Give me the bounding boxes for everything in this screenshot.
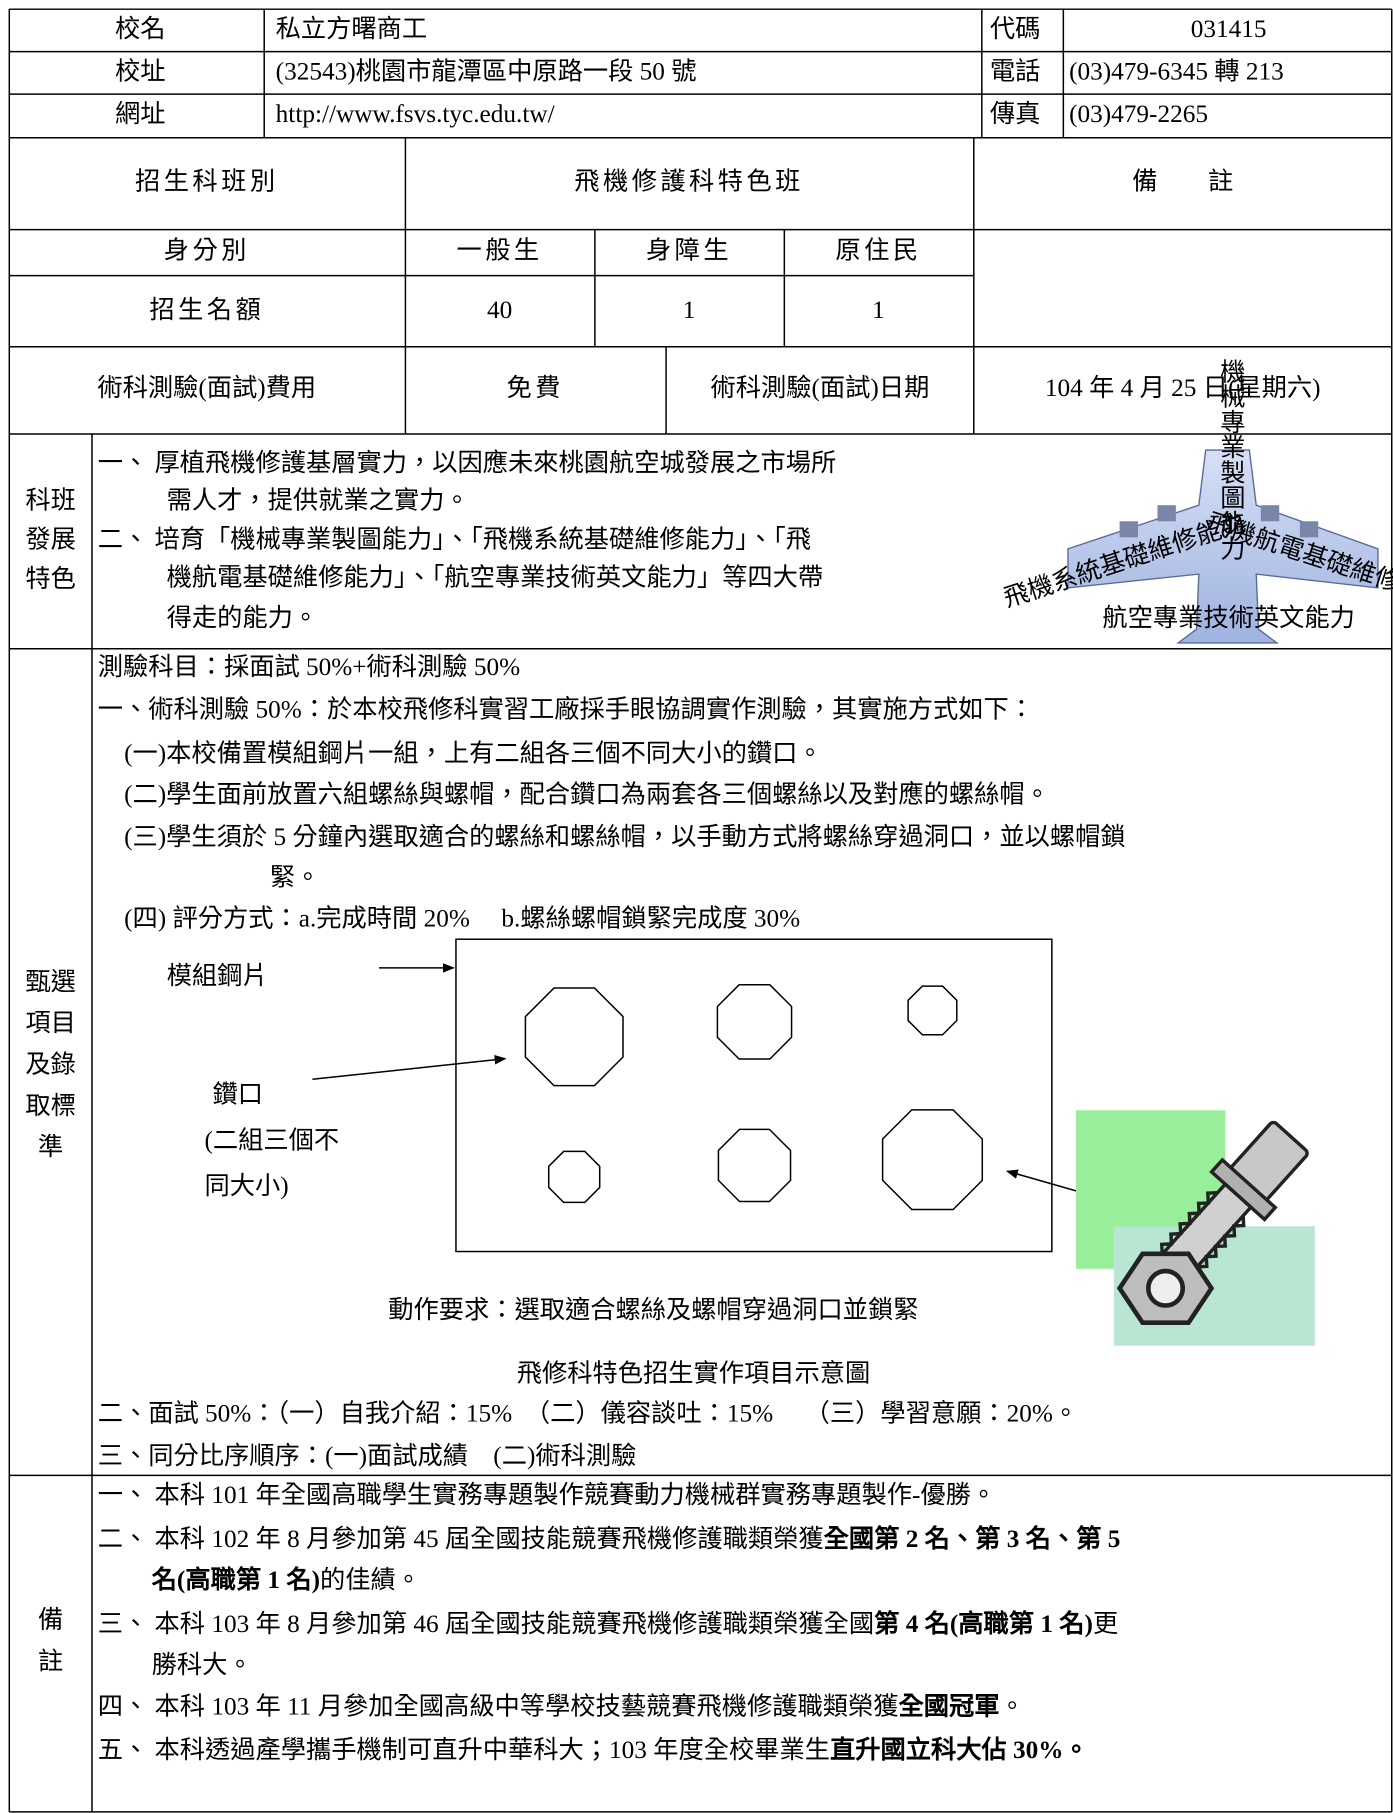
field-label: 網址 (115, 100, 165, 128)
section-label: 發展 (25, 526, 75, 554)
section-label: 準 (38, 1133, 63, 1161)
text: 五、 本科透過產學攜手機制可直升中華科大；103 年度全校畢業生 (98, 1736, 830, 1764)
diagram-title: 飛修科特色招生實作項目示意圖 (517, 1359, 871, 1387)
bold-text: 第 4 名(高職第 1 名) (874, 1609, 1093, 1638)
paragraph-line: 三、同分比序順序：(一)面試成績 (二)術科測驗 (98, 1442, 637, 1470)
cell-label: 招生名額 (149, 296, 264, 324)
diagram-label: 模組鋼片 (167, 962, 268, 990)
field-value: 031415 (1191, 15, 1267, 43)
section-label: 特色 (25, 565, 75, 593)
paragraph-line: 二、面試 50%：（一）自我介紹：15% （二）儀容談吐：15% （三）學習意願… (98, 1400, 1079, 1428)
diagram-label: 鑽口 (213, 1080, 263, 1108)
paragraph-line: 一、術科測驗 50%：於本校飛修科實習工廠採手眼協調實作測驗，其實施方式如下： (98, 696, 1034, 724)
hole (881, 1109, 984, 1211)
bold-text: 直升國立科大佔 30%。 (830, 1735, 1089, 1764)
bolt-illustration (1075, 1110, 1315, 1346)
field-value: http://www.fsvs.tyc.edu.tw/ (276, 100, 556, 128)
text: 三、 本科 103 年 8 月參加第 46 屆全國技能競賽飛機修護職類榮獲全國 (98, 1610, 874, 1638)
hole (717, 1128, 792, 1203)
field-label: 校名 (115, 15, 165, 43)
cell-value: 免費 (506, 374, 563, 402)
text: 一、 本科 101 年全國高職學生實務專題製作競賽動力機械群實務專題製作-優勝。 (98, 1481, 996, 1509)
hole (547, 1150, 601, 1204)
section-label: 甄選 (25, 968, 75, 996)
bold-text: 全國冠軍 (898, 1692, 999, 1720)
hole (524, 987, 624, 1087)
field-label: 代碼 (990, 15, 1040, 43)
note-line: 三、 本科 103 年 8 月參加第 46 屆全國技能競賽飛機修護職類榮獲全國第… (98, 1609, 1119, 1638)
texts: 校名 私立方曙商工 代碼 031415 校址 (32543)桃園市龍潭區中原路一段 50 … (25, 15, 1393, 1764)
text: 四、 本科 103 年 11 月參加全國高級中等學校技藝競賽飛機修護職類榮獲 (98, 1692, 899, 1720)
quota: 1 (683, 296, 696, 324)
hole (716, 984, 793, 1060)
cell-label: 術科測驗(面試)日期 (711, 374, 930, 402)
note-line: 名(高職第 1 名)的佳績。 (152, 1565, 421, 1594)
field-value: (03)479-6345 轉 213 (1069, 57, 1284, 85)
cell-value: 104 年 4 月 25 日(星期六) (1045, 374, 1321, 402)
field-label: 電話 (990, 57, 1040, 85)
cell-label: 招生科班別 (135, 168, 278, 196)
field-value: (03)479-2265 (1069, 100, 1208, 128)
note-line: 五、 本科透過產學攜手機制可直升中華科大；103 年度全校畢業生直升國立科大佔 … (98, 1735, 1089, 1764)
quota: 1 (872, 296, 885, 324)
identity: 一般生 (457, 236, 543, 264)
field-value: (32543)桃園市龍潭區中原路一段 50 號 (276, 57, 697, 85)
paragraph-line: 機航電基礎維修能力」、「航空專業技術英文能力」等四大帶 (167, 564, 824, 592)
paragraph-line: 一、 厚植飛機修護基層實力，以因應未來桃園航空城發展之市場所 (98, 449, 837, 477)
section-label: 備 (38, 1606, 63, 1634)
paragraph-line: 二、 培育「機械專業製圖能力」、「飛機系統基礎維修能力」、「飛 (98, 526, 811, 554)
paragraph-line: 測驗科目：採面試 50%+術科測驗 50% (98, 653, 520, 681)
paragraph-line: 緊。 (270, 863, 321, 891)
paragraph-line: 需人才，提供就業之實力。 (167, 487, 470, 515)
quota: 40 (487, 296, 512, 324)
text: 更 (1093, 1610, 1118, 1638)
text: 二、 本科 102 年 8 月參加第 45 屆全國技能競賽飛機修護職類榮獲 (98, 1525, 824, 1553)
diagram-label: 同大小) (204, 1172, 288, 1200)
paragraph-line: (三)學生須於 5 分鐘內選取適合的螺絲和螺絲帽，以手動方式將螺絲穿過洞口，並以… (124, 823, 1126, 851)
note-line: 一、 本科 101 年全國高職學生實務專題製作競賽動力機械群實務專題製作-優勝。 (98, 1481, 996, 1509)
paragraph-line: (一)本校備置模組鋼片一組，上有二組各三個不同大小的鑽口。 (124, 739, 823, 767)
airplane-illustration (1067, 449, 1379, 644)
image-label: 航空專業技術英文能力 (1102, 604, 1355, 632)
identity: 身障生 (646, 236, 732, 264)
section-label: 及錄 (25, 1050, 75, 1078)
cell-label: 備 註 (1132, 168, 1233, 196)
plate-diagram (312, 938, 1120, 1253)
note-line: 勝科大。 (152, 1651, 253, 1679)
cell-label: 術科測驗(面試)費用 (97, 374, 316, 402)
table-grid (8, 8, 1393, 1813)
section-label: 項目 (25, 1009, 75, 1037)
bold-text: 全國第 2 名、第 3 名、第 5 (824, 1524, 1121, 1553)
identity: 原住民 (835, 236, 921, 264)
arrow (312, 1055, 507, 1081)
holes (524, 984, 984, 1211)
text: 。 (999, 1692, 1024, 1720)
steel-plate (455, 938, 1053, 1253)
diagram-label: (二組三個不 (204, 1126, 339, 1154)
note-line: 四、 本科 103 年 11 月參加全國高級中等學校技藝競賽飛機修護職類榮獲全國… (98, 1692, 1025, 1720)
paragraph-line: (二)學生面前放置六組螺絲與螺帽，配合鑽口為兩套各三個螺絲以及對應的螺絲帽。 (124, 781, 1050, 809)
text: 的佳績。 (320, 1566, 421, 1594)
paragraph-line: 得走的能力。 (167, 604, 319, 632)
text: 勝科大。 (152, 1651, 253, 1679)
section-label: 科班 (25, 487, 75, 515)
note-line: 二、 本科 102 年 8 月參加第 45 屆全國技能競賽飛機修護職類榮獲全國第… (98, 1524, 1121, 1553)
image-label: 機械專業製圖能力 (1217, 358, 1246, 560)
paragraph-line: (四) 評分方式：a.完成時間 20% b.螺絲螺帽鎖緊完成度 30% (124, 905, 800, 933)
section-label: 取標 (25, 1092, 75, 1120)
field-label: 傳真 (990, 100, 1040, 128)
bold-text: 名(高職第 1 名) (152, 1565, 320, 1594)
field-label: 校址 (115, 57, 165, 85)
section-label: 註 (38, 1648, 63, 1676)
field-value: 私立方曙商工 (276, 15, 428, 43)
diagram-caption: 動作要求：選取適合螺絲及螺帽穿過洞口並鎖緊 (388, 1296, 918, 1324)
hole (907, 985, 958, 1036)
cell-label: 身分別 (164, 236, 250, 264)
cell-value: 飛機修護科特色班 (574, 168, 804, 196)
